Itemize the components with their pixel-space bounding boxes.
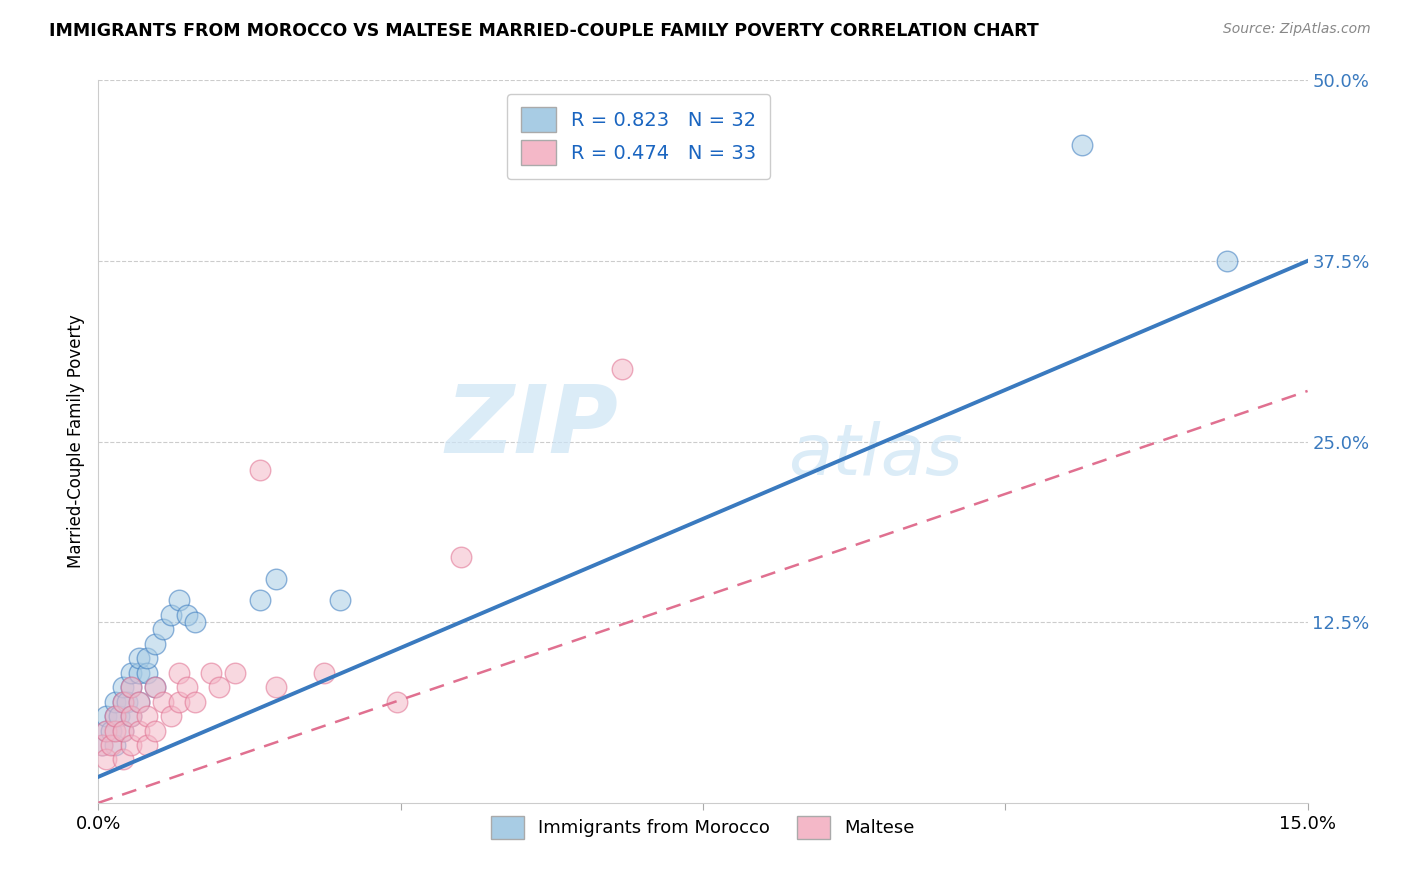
Point <box>450 550 472 565</box>
Point <box>128 695 150 709</box>
Point <box>103 709 125 723</box>
Text: IMMIGRANTS FROM MOROCCO VS MALTESE MARRIED-COUPLE FAMILY POVERTY CORRELATION CHA: IMMIGRANTS FROM MOROCCO VS MALTESE MARRI… <box>49 22 1039 40</box>
Point <box>115 695 138 709</box>
Point <box>176 607 198 622</box>
Point <box>96 723 118 738</box>
Point <box>91 738 114 752</box>
Point <box>264 680 287 694</box>
Point <box>167 665 190 680</box>
Point <box>167 695 190 709</box>
Point <box>329 593 352 607</box>
Point <box>135 738 157 752</box>
Point <box>107 709 129 723</box>
Point <box>160 709 183 723</box>
Point <box>167 593 190 607</box>
Point <box>1216 253 1239 268</box>
Point <box>143 723 166 738</box>
Point <box>264 572 287 586</box>
Point <box>111 695 134 709</box>
Point <box>249 593 271 607</box>
Point <box>135 709 157 723</box>
Point <box>143 680 166 694</box>
Point <box>143 637 166 651</box>
Point <box>111 752 134 766</box>
Point <box>120 709 142 723</box>
Point <box>111 680 134 694</box>
Point <box>103 738 125 752</box>
Point <box>120 665 142 680</box>
Point <box>120 680 142 694</box>
Point <box>111 695 134 709</box>
Point <box>128 651 150 665</box>
Point <box>96 723 118 738</box>
Point <box>184 695 207 709</box>
Point <box>612 362 634 376</box>
Point <box>128 695 150 709</box>
Point <box>100 723 122 738</box>
Point <box>208 680 231 694</box>
Point <box>96 752 118 766</box>
Point <box>1070 138 1092 153</box>
Point <box>160 607 183 622</box>
Point <box>120 738 142 752</box>
Point <box>143 680 166 694</box>
Point <box>91 738 114 752</box>
Text: atlas: atlas <box>787 422 962 491</box>
Point <box>120 680 142 694</box>
Point <box>152 695 174 709</box>
Point <box>314 665 336 680</box>
Point <box>249 463 271 477</box>
Legend: Immigrants from Morocco, Maltese: Immigrants from Morocco, Maltese <box>482 806 924 848</box>
Point <box>135 651 157 665</box>
Point <box>103 709 125 723</box>
Point <box>385 695 408 709</box>
Point <box>135 665 157 680</box>
Text: ZIP: ZIP <box>446 381 619 473</box>
Point <box>176 680 198 694</box>
Point <box>224 665 246 680</box>
Point <box>103 695 125 709</box>
Point <box>128 665 150 680</box>
Point <box>111 723 134 738</box>
Point <box>184 615 207 630</box>
Y-axis label: Married-Couple Family Poverty: Married-Couple Family Poverty <box>66 315 84 568</box>
Point <box>100 738 122 752</box>
Point <box>152 623 174 637</box>
Text: Source: ZipAtlas.com: Source: ZipAtlas.com <box>1223 22 1371 37</box>
Point <box>103 723 125 738</box>
Point <box>128 723 150 738</box>
Point <box>111 723 134 738</box>
Point <box>96 709 118 723</box>
Point <box>120 709 142 723</box>
Point <box>200 665 222 680</box>
